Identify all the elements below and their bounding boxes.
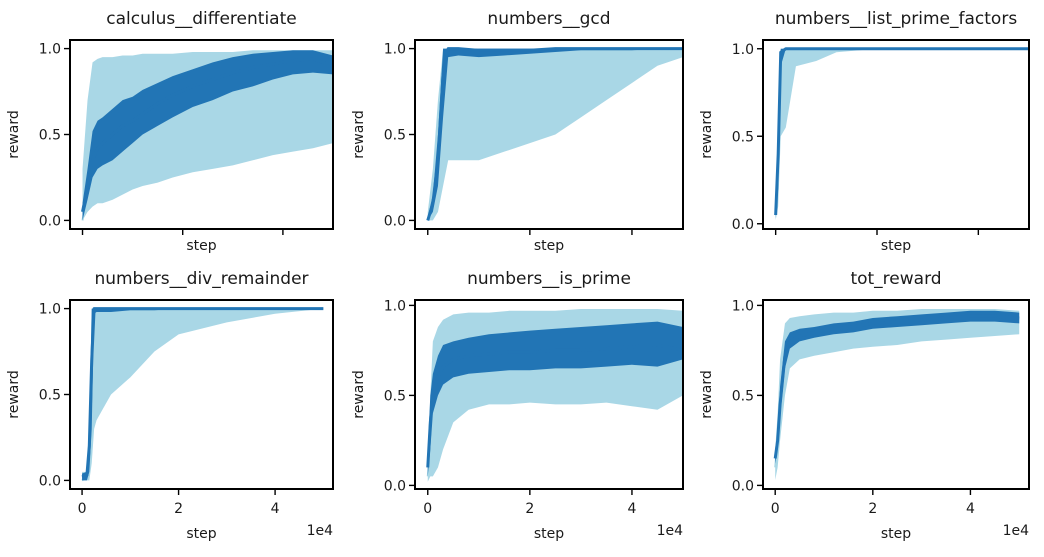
x-tick-label: 2	[525, 501, 534, 517]
y-tick-label: 0.0	[732, 478, 754, 494]
y-tick-label: 0.0	[39, 473, 61, 489]
smoothed-reward-line	[773, 314, 1020, 459]
subplot-title: numbers__is_prime	[467, 269, 631, 289]
y-tick-label: 0.5	[39, 128, 61, 144]
y-tick-label: 1.0	[732, 298, 754, 314]
smoothed-reward-line	[426, 343, 684, 468]
x-tick-label: 2	[868, 501, 877, 517]
axes-frame	[762, 39, 1030, 230]
y-axis-label: reward	[6, 370, 22, 419]
x-axis-label: step	[881, 238, 911, 254]
x-axis-offset-label: 1e4	[307, 523, 334, 539]
y-axis-label: reward	[351, 370, 367, 419]
raw-reward-band	[427, 48, 683, 221]
y-tick-label: 0.0	[384, 213, 406, 229]
axes-frame	[414, 299, 684, 490]
y-tick-label: 1.0	[384, 298, 406, 314]
x-tick-label: 0	[771, 501, 780, 517]
x-tick-label: 4	[271, 501, 280, 517]
x-axis-label: step	[534, 526, 564, 542]
smoothed-reward-line	[81, 307, 324, 479]
y-axis-label: reward	[699, 110, 715, 159]
y-tick-label: 0.5	[384, 128, 406, 144]
y-tick-label: 1.0	[39, 302, 61, 318]
x-tick-label: 4	[627, 501, 636, 517]
smoothed-reward-band	[775, 48, 1029, 219]
x-axis-offset-label: 1e4	[657, 523, 684, 539]
subplot-title: numbers__list_prime_factors	[775, 9, 1018, 29]
x-axis-label: step	[186, 238, 216, 254]
x-axis-label: step	[186, 526, 216, 542]
raw-reward-band	[775, 309, 1020, 480]
y-tick-label: 0.5	[39, 388, 61, 404]
y-tick-label: 0.0	[39, 213, 61, 229]
subplot-title: calculus__differentiate	[106, 9, 296, 29]
raw-reward-band	[775, 48, 1029, 221]
smoothed-reward-band	[427, 321, 683, 477]
y-axis-label: reward	[699, 370, 715, 419]
y-tick-label: 1.0	[732, 42, 754, 58]
smoothed-reward-line	[774, 47, 1029, 216]
subplot-title: numbers__div_remainder	[94, 269, 308, 289]
smoothed-reward-line	[81, 57, 334, 213]
x-tick-label: 4	[966, 501, 975, 517]
y-tick-label: 0.0	[732, 217, 754, 233]
y-tick-label: 1.0	[384, 42, 406, 58]
y-tick-label: 1.0	[39, 42, 61, 58]
x-tick-label: 0	[423, 501, 432, 517]
y-axis-label: reward	[351, 110, 367, 159]
x-axis-offset-label: 1e4	[1003, 523, 1030, 539]
x-tick-label: 2	[174, 501, 183, 517]
y-tick-label: 0.5	[732, 388, 754, 404]
x-axis-label: step	[881, 526, 911, 542]
smoothed-reward-line	[426, 47, 683, 221]
axes-frame	[762, 299, 1030, 490]
y-tick-label: 0.5	[384, 388, 406, 404]
x-axis-label: step	[534, 238, 564, 254]
subplot-3: 0.0 0.5 1.0 numbers__list_prime_factorsstep…	[699, 9, 1030, 254]
subplot-title: tot_reward	[850, 269, 941, 289]
raw-reward-band	[82, 308, 324, 481]
raw-reward-line	[774, 47, 1029, 216]
x-tick-label: 0	[78, 501, 87, 517]
y-axis-label: reward	[6, 110, 22, 159]
smoothed-reward-band	[82, 50, 334, 221]
y-tick-label: 0.5	[732, 129, 754, 145]
subplot-title: numbers__gcd	[487, 9, 610, 29]
y-tick-label: 0.0	[384, 478, 406, 494]
